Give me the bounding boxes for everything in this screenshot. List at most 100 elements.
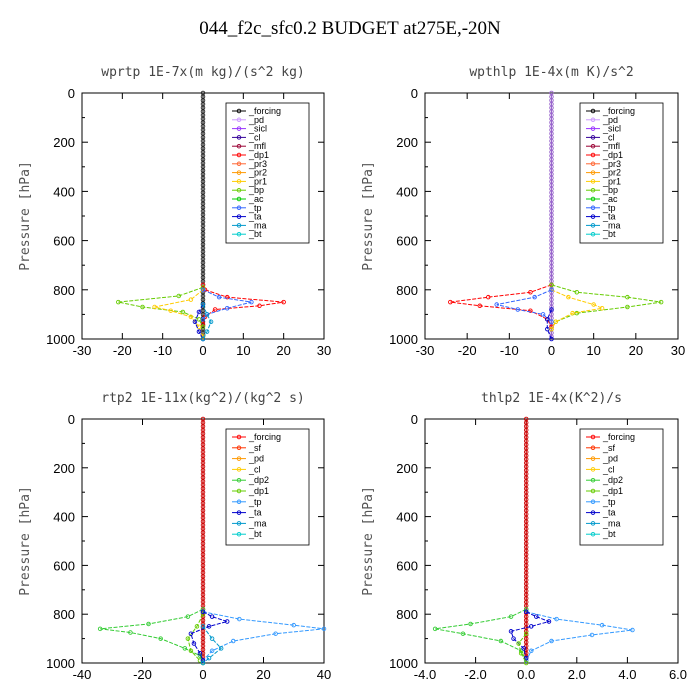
legend-label: _sicl xyxy=(602,124,621,134)
data-point xyxy=(549,287,554,293)
y-axis-label: Pressure [hPa] xyxy=(361,486,376,596)
data-point xyxy=(321,626,327,632)
data-point xyxy=(540,312,546,317)
data-point xyxy=(197,650,203,656)
data-point xyxy=(196,309,202,315)
legend-marker xyxy=(236,467,242,472)
legend-marker xyxy=(590,170,596,175)
y-tick-label: 0 xyxy=(68,86,75,101)
series-line-pr1 xyxy=(154,289,204,337)
series-line-ta xyxy=(546,309,552,340)
data-point xyxy=(532,294,537,300)
legend-marker xyxy=(590,161,596,167)
series-line-dp1 xyxy=(187,613,204,661)
y-tick-label: 600 xyxy=(396,234,418,249)
legend-label: _pr3 xyxy=(248,159,267,169)
data-point xyxy=(185,614,191,619)
legend-marker xyxy=(236,170,242,175)
data-point xyxy=(158,636,163,641)
data-point xyxy=(200,624,206,629)
data-point xyxy=(630,627,635,633)
series-line-tp xyxy=(202,611,325,661)
legend-marker xyxy=(590,467,596,472)
legend-marker xyxy=(236,143,242,149)
x-tick-label: -2.0 xyxy=(464,667,486,682)
x-tick-label: 0 xyxy=(548,343,555,358)
legend-label: _ta xyxy=(602,508,616,518)
y-tick-label: 1000 xyxy=(389,656,418,671)
legend-label: _cl xyxy=(602,132,615,142)
legend-label: _bt xyxy=(248,529,262,539)
y-tick-label: 200 xyxy=(396,135,418,150)
legend-label: _dp2 xyxy=(602,475,623,485)
legend-marker xyxy=(590,117,596,123)
data-point xyxy=(545,317,550,322)
legend-marker xyxy=(590,126,596,131)
series-line-ta xyxy=(194,304,204,340)
data-point xyxy=(197,658,203,663)
legend-marker xyxy=(590,488,596,494)
x-tick-label: 10 xyxy=(236,343,250,358)
legend-marker xyxy=(236,187,242,193)
y-tick-label: 0 xyxy=(411,412,418,427)
data-point xyxy=(200,611,206,617)
data-point xyxy=(200,609,206,615)
legend-marker xyxy=(236,434,242,440)
x-tick-label: 6.0 xyxy=(669,667,687,682)
legend-label: _bt xyxy=(248,229,262,239)
legend-label: _bp xyxy=(248,185,264,195)
y-tick-label: 600 xyxy=(53,234,75,249)
panel-title: rtp2 1E-11x(kg^2)/(kg^2 s) xyxy=(101,391,305,406)
x-tick-label: -20 xyxy=(113,343,132,358)
legend-marker xyxy=(236,231,242,237)
y-tick-label: 200 xyxy=(53,461,75,476)
legend-label: _forcing xyxy=(248,432,281,442)
data-point xyxy=(291,622,297,628)
y-tick-label: 1000 xyxy=(46,656,75,671)
data-point xyxy=(200,607,206,612)
legend-label: _dp1 xyxy=(602,486,623,496)
y-tick-label: 200 xyxy=(396,461,418,476)
data-point xyxy=(545,326,550,332)
legend-label: _ma xyxy=(248,220,267,230)
data-point xyxy=(523,655,529,661)
data-point xyxy=(511,636,516,641)
y-tick-label: 1000 xyxy=(389,332,418,347)
data-point xyxy=(188,314,194,320)
x-tick-label: 2.0 xyxy=(568,667,586,682)
data-point xyxy=(168,308,173,313)
data-point xyxy=(212,307,218,312)
legend-label: _pr2 xyxy=(602,168,621,178)
series-line-dp1 xyxy=(450,284,552,327)
legend-marker xyxy=(236,205,242,211)
panel-title: wprtp 1E-7x(m kg)/(s^2 kg) xyxy=(101,65,305,80)
data-point xyxy=(528,308,533,313)
data-point xyxy=(206,655,212,661)
data-point xyxy=(200,336,206,342)
legend-label: _ac xyxy=(602,194,618,204)
x-tick-label: 20 xyxy=(276,343,290,358)
y-axis-label: Pressure [hPa] xyxy=(18,161,33,271)
legend-marker xyxy=(590,445,596,451)
legend-label: _mfl xyxy=(248,141,266,151)
series-line-dp1 xyxy=(202,284,284,325)
legend-label: _cl xyxy=(602,464,615,474)
x-tick-label: 30 xyxy=(671,343,685,358)
legend-marker xyxy=(236,477,242,483)
legend-marker xyxy=(236,117,242,123)
legend-marker xyxy=(236,152,242,158)
legend-label: _cl xyxy=(248,132,261,142)
x-tick-label: -4.0 xyxy=(414,667,436,682)
data-point xyxy=(508,629,514,634)
data-point xyxy=(518,648,524,654)
data-point xyxy=(549,336,554,342)
data-point xyxy=(574,290,580,295)
data-point xyxy=(460,631,466,636)
data-point xyxy=(204,312,210,317)
data-point xyxy=(549,307,554,312)
legend-label: _forcing xyxy=(602,432,635,442)
legend-marker xyxy=(590,205,596,211)
data-point xyxy=(549,638,554,644)
legend-label: _dp2 xyxy=(248,475,269,485)
